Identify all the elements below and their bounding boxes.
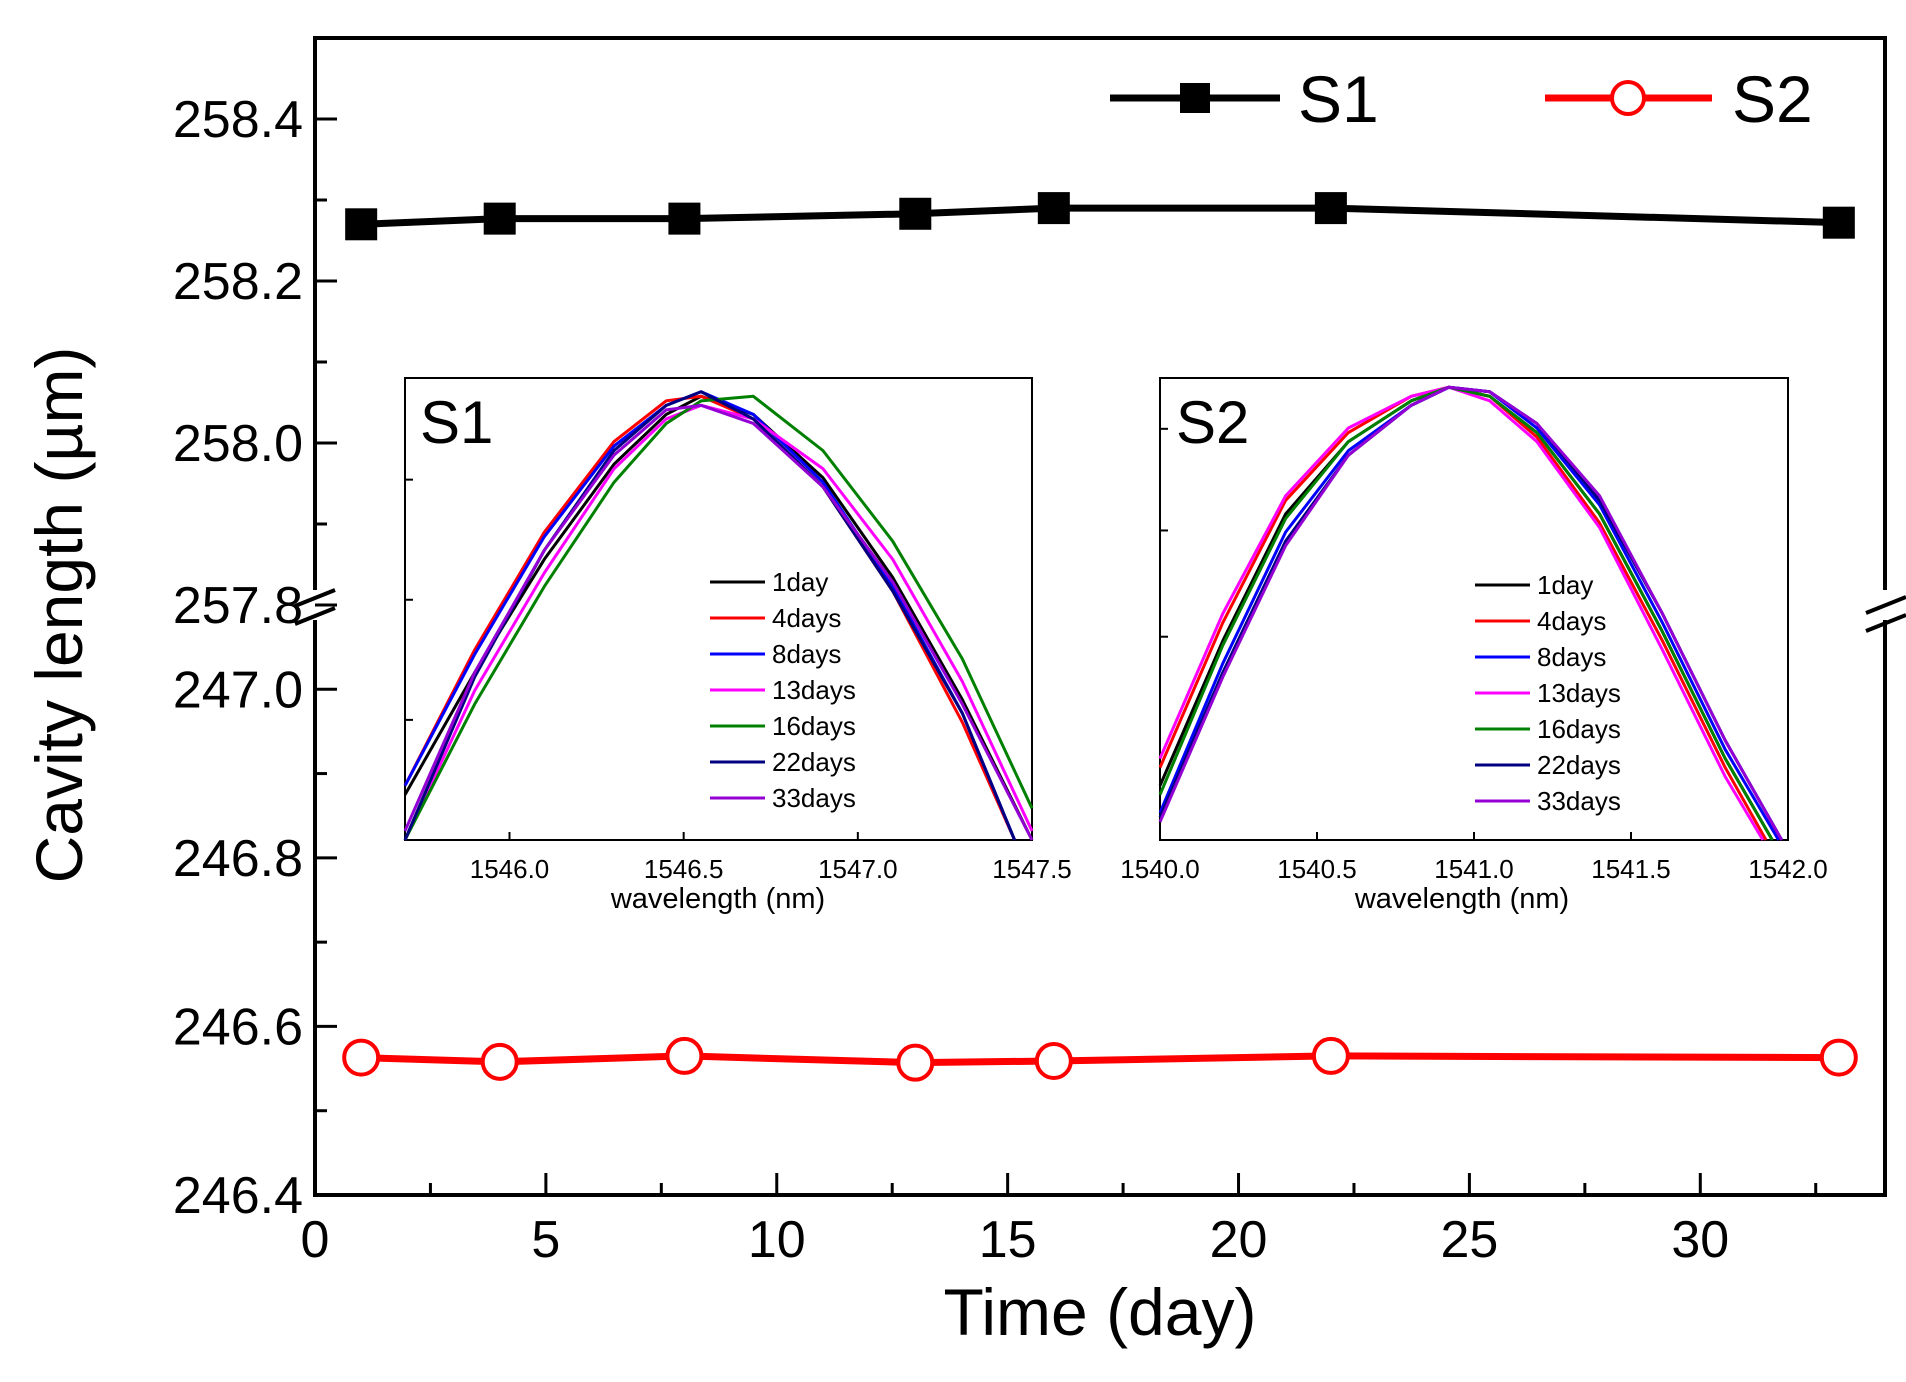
y-tick-label: 258.2 xyxy=(173,253,303,311)
data-point-s1 xyxy=(345,208,378,241)
right-axis-break-mark xyxy=(1865,613,1906,633)
inset-x-tick-label: 1541.5 xyxy=(1591,854,1671,884)
y-tick-label: 247.0 xyxy=(173,661,303,719)
inset-legend-label: 8days xyxy=(772,639,841,669)
y-tick-label: 246.6 xyxy=(173,998,303,1056)
inset-x-tick-label: 1547.5 xyxy=(992,854,1072,884)
data-point-s2 xyxy=(1311,1036,1350,1075)
y-axis-title: Cavity length (µm) xyxy=(22,347,96,884)
inset-legend-label: 33days xyxy=(772,783,856,813)
data-point-s2 xyxy=(896,1043,935,1082)
inset-series-line-33days xyxy=(1158,385,1784,841)
data-point-s1 xyxy=(1037,192,1070,225)
inset-s1-ticks: 1546.0 1546.5 1547.0 1547.5 xyxy=(405,478,1072,884)
left-axis-break-mark xyxy=(294,606,336,626)
data-point-s1 xyxy=(899,197,932,230)
inset-s2-series-layer xyxy=(1158,385,1784,841)
inset-legend-label: 8days xyxy=(1537,642,1606,672)
y-tick-label: 258.4 xyxy=(173,91,303,149)
x-tick-label: 15 xyxy=(979,1211,1037,1269)
legend-marker-s1 xyxy=(1180,83,1210,113)
data-point-s1 xyxy=(1822,206,1855,239)
right-axis-break-mark xyxy=(1865,595,1906,615)
x-tick-label: 5 xyxy=(531,1211,560,1269)
legend-marker-s2 xyxy=(1610,80,1646,116)
inset-legend-label: 1day xyxy=(1537,570,1593,600)
main-series-layer xyxy=(342,192,1858,1082)
x-tick-label: 10 xyxy=(748,1211,806,1269)
series-line-s1 xyxy=(361,204,1839,228)
legend-label-s2: S2 xyxy=(1732,62,1813,136)
inset-series-line-33days xyxy=(403,403,1034,841)
data-point-s1 xyxy=(668,202,701,235)
inset-s1-legend: 1day 4days 8days 13days 16days 22days 33days xyxy=(710,567,856,813)
inset-series-line-13days xyxy=(1158,385,1765,841)
x-tick-label: 20 xyxy=(1210,1211,1268,1269)
inset-legend-label: 4days xyxy=(1537,606,1606,636)
data-point-s1 xyxy=(483,202,516,235)
data-point-s2 xyxy=(342,1038,381,1077)
inset-legend-label: 13days xyxy=(772,675,856,705)
x-tick-label: 25 xyxy=(1440,1211,1498,1269)
inset-series-line-16days xyxy=(1158,385,1774,841)
series-line-s2 xyxy=(361,1052,1839,1067)
inset-s2-frame xyxy=(1159,377,1789,841)
inset-legend-label: 22days xyxy=(1537,750,1621,780)
data-point-s2 xyxy=(480,1042,519,1081)
inset-x-tick-label: 1547.0 xyxy=(818,854,898,884)
y-tick-label: 246.4 xyxy=(173,1167,303,1225)
x-tick-label: 30 xyxy=(1671,1211,1729,1269)
y-tick-label: 246.8 xyxy=(173,830,303,888)
inset-legend-label: 4days xyxy=(772,603,841,633)
inset-s1-series-layer xyxy=(403,390,1034,841)
inset-legend-label: 22days xyxy=(772,747,856,777)
inset-legend-label: 33days xyxy=(1537,786,1621,816)
data-point-s2 xyxy=(1819,1038,1858,1077)
inset-s2-ticks: 1540.0 1540.5 1541.0 1541.5 1542.0 xyxy=(1120,427,1828,884)
inset-s1-title: S1 xyxy=(420,389,493,456)
inset-s1: 1546.0 1546.5 1547.0 1547.5 S1 wavelength (… xyxy=(403,377,1072,915)
inset-s2: 1540.0 1540.5 1541.0 1541.5 1542.0 S2 wavele… xyxy=(1120,377,1828,915)
inset-s2-x-title: wavelength (nm) xyxy=(1354,883,1569,915)
inset-s2-title: S2 xyxy=(1176,389,1249,456)
legend-label-s1: S1 xyxy=(1298,62,1379,136)
y-tick-label: 257.8 xyxy=(173,577,303,635)
data-point-s1 xyxy=(1314,192,1347,225)
inset-legend-label: 16days xyxy=(1537,714,1621,744)
inset-legend-label: 16days xyxy=(772,711,856,741)
inset-legend-label: 13days xyxy=(1537,678,1621,708)
left-axis-break-mark xyxy=(294,588,336,608)
inset-x-tick-label: 1542.0 xyxy=(1748,854,1828,884)
data-point-s2 xyxy=(665,1036,704,1075)
data-point-s2 xyxy=(1034,1041,1073,1080)
x-axis-title: Time (day) xyxy=(944,1275,1257,1349)
inset-x-tick-label: 1541.0 xyxy=(1434,854,1514,884)
inset-x-tick-label: 1540.0 xyxy=(1120,854,1200,884)
inset-s1-x-title: wavelength (nm) xyxy=(610,883,825,915)
inset-x-tick-label: 1546.5 xyxy=(644,854,724,884)
inset-x-tick-label: 1546.0 xyxy=(470,854,550,884)
y-tick-label: 258.0 xyxy=(173,415,303,473)
main-axis-ticks: 0 5 10 15 20 25 30 257.8 258.0 258.2 258.4 246.4 246… xyxy=(173,91,1818,1269)
inset-series-line-16days xyxy=(403,394,1034,841)
inset-x-tick-label: 1540.5 xyxy=(1277,854,1357,884)
legend: S1 S2 xyxy=(1110,62,1813,136)
inset-s2-legend: 1day 4days 8days 13days 16days 22days 33days xyxy=(1475,570,1621,816)
x-tick-label: 0 xyxy=(301,1211,330,1269)
inset-legend-label: 1day xyxy=(772,567,828,597)
